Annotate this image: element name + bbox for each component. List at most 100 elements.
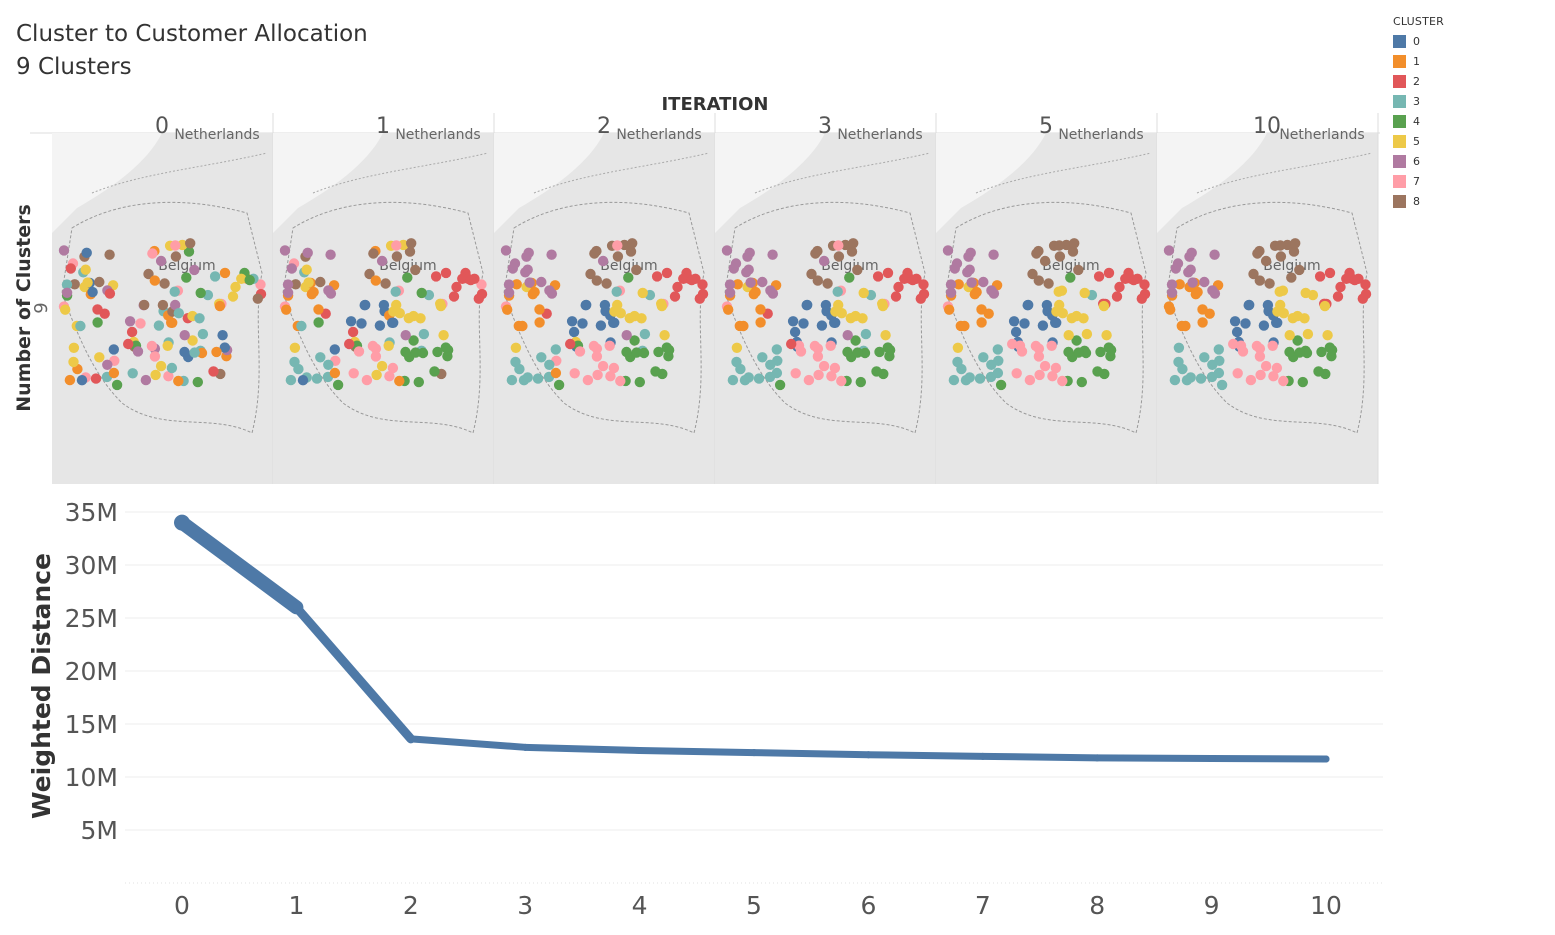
customer-point xyxy=(279,245,291,256)
customer-point xyxy=(738,320,749,332)
customer-point xyxy=(988,288,1000,299)
legend-label: 3 xyxy=(1413,94,1420,108)
customer-point xyxy=(1173,342,1185,353)
customer-point xyxy=(952,342,964,353)
customer-point xyxy=(842,330,853,341)
legend-item-1[interactable]: 1 xyxy=(1393,51,1444,71)
map-panel-1: Netherlands Belgium 1 xyxy=(273,113,495,484)
customer-point xyxy=(1063,330,1074,341)
customer-point xyxy=(915,293,926,304)
customer-point xyxy=(637,287,648,299)
customer-point xyxy=(127,368,138,379)
customer-point xyxy=(394,375,405,387)
legend-item-3[interactable]: 3 xyxy=(1393,91,1444,111)
customer-point xyxy=(380,278,391,289)
customer-point xyxy=(605,371,616,382)
customer-point xyxy=(370,275,381,286)
customer-point xyxy=(1275,299,1286,311)
customer-point xyxy=(534,304,545,315)
customer-point xyxy=(978,276,989,288)
customer-point xyxy=(290,279,301,290)
customer-point xyxy=(1024,374,1036,386)
customer-point xyxy=(438,330,449,341)
customer-point xyxy=(179,346,190,358)
customer-point xyxy=(1030,340,1042,352)
map-sea xyxy=(1157,133,1267,233)
legend-item-6[interactable]: 6 xyxy=(1393,151,1444,171)
column-header: ITERATION xyxy=(661,94,768,115)
customer-point xyxy=(308,286,319,298)
customer-point xyxy=(974,373,986,384)
customer-point xyxy=(789,326,801,338)
customer-point xyxy=(1063,346,1074,358)
customer-point xyxy=(166,362,178,374)
customer-point xyxy=(1199,352,1210,363)
legend-item-0[interactable]: 0 xyxy=(1393,31,1444,51)
customer-point xyxy=(1258,320,1270,331)
customer-point xyxy=(836,308,847,319)
customer-point xyxy=(196,347,208,359)
customer-point xyxy=(108,344,120,355)
customer-point xyxy=(806,268,817,280)
customer-point xyxy=(858,287,869,299)
legend-item-5[interactable]: 5 xyxy=(1393,131,1444,151)
country-label-netherlands: Netherlands xyxy=(616,127,701,143)
customer-point xyxy=(852,347,863,358)
customer-point xyxy=(672,281,683,293)
customer-point xyxy=(553,379,565,391)
row-header-group: Number of Clusters xyxy=(13,204,35,412)
customer-point xyxy=(1232,368,1243,379)
customer-point xyxy=(383,340,394,351)
customer-point xyxy=(61,287,73,298)
x-tick-label: 3 xyxy=(517,891,533,920)
customer-point xyxy=(1047,371,1058,382)
customer-point xyxy=(135,318,146,329)
customer-point xyxy=(597,255,609,267)
customer-point xyxy=(150,369,161,381)
customer-point xyxy=(153,320,165,331)
customer-point xyxy=(157,299,169,311)
customer-point xyxy=(818,360,830,372)
customer-point xyxy=(1284,330,1295,341)
customer-point xyxy=(139,299,150,311)
customer-point xyxy=(183,246,195,257)
customer-point xyxy=(592,369,603,381)
customer-point xyxy=(507,263,518,274)
legend-item-7[interactable]: 7 xyxy=(1393,171,1444,191)
customer-point xyxy=(1278,308,1290,319)
customer-point xyxy=(945,279,957,290)
customer-point xyxy=(344,338,355,350)
customer-point xyxy=(544,359,555,370)
country-label-belgium: Belgium xyxy=(821,258,878,274)
y-tick-label: 5M xyxy=(81,816,118,845)
legend-swatch xyxy=(1393,34,1406,48)
customer-point xyxy=(169,286,180,297)
customer-point xyxy=(534,317,545,328)
customer-point xyxy=(1185,264,1196,275)
customer-point xyxy=(656,300,668,312)
customer-point xyxy=(1098,300,1110,312)
customer-point xyxy=(1120,273,1131,284)
customer-point xyxy=(208,366,219,377)
customer-point xyxy=(631,264,642,276)
customer-point xyxy=(988,249,999,260)
legend-swatch xyxy=(1393,134,1406,148)
customer-point xyxy=(942,245,954,256)
customer-point xyxy=(400,346,411,358)
customer-point xyxy=(566,316,578,327)
legend-item-2[interactable]: 2 xyxy=(1393,71,1444,91)
legend-label: 2 xyxy=(1413,74,1420,88)
customer-point xyxy=(440,342,451,353)
legend-item-4[interactable]: 4 xyxy=(1393,111,1444,131)
customer-point xyxy=(882,342,893,353)
map-border xyxy=(945,201,1147,434)
y-tick-label: 20M xyxy=(65,657,118,686)
customer-point xyxy=(255,279,266,290)
customer-point xyxy=(651,271,663,282)
customer-point xyxy=(992,367,1004,379)
legend-item-8[interactable]: 8 xyxy=(1393,191,1444,211)
customer-point xyxy=(790,368,801,379)
series-point xyxy=(979,752,987,760)
customer-point xyxy=(465,274,476,286)
customer-point xyxy=(1136,293,1148,304)
